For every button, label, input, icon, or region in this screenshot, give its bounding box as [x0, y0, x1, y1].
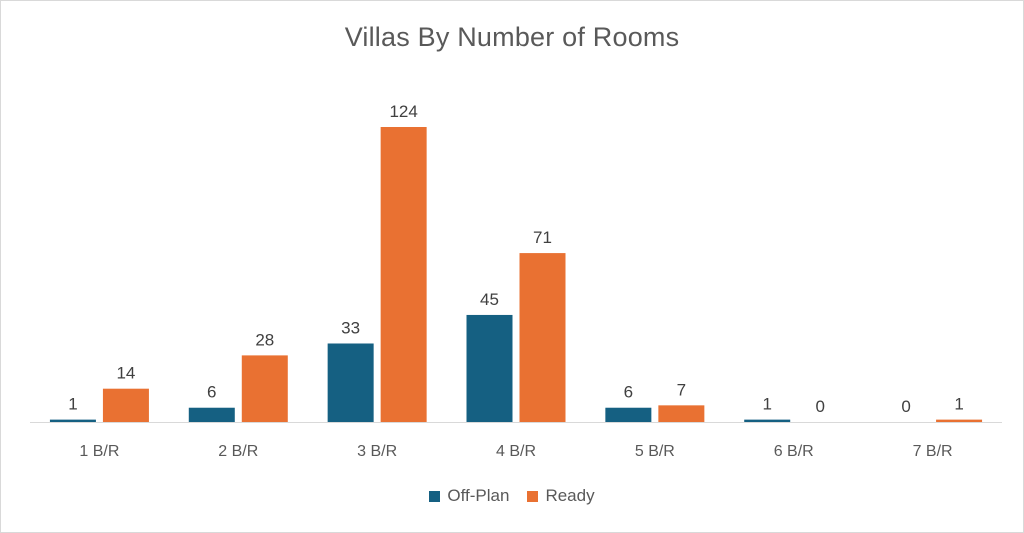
- legend-item-ready: Ready: [527, 486, 595, 506]
- data-label-off-plan-7-b-r: 0: [901, 397, 910, 416]
- bar-off-plan-1-b-r: [49, 419, 96, 422]
- bar-ready-4-b-r: [519, 253, 566, 422]
- bar-off-plan-4-b-r: [466, 314, 513, 422]
- bar-off-plan-6-b-r: [744, 419, 791, 422]
- legend-swatch-ready: [527, 490, 539, 502]
- bar-off-plan-5-b-r: [605, 407, 652, 422]
- x-tick-label-1-b-r: 1 B/R: [79, 443, 119, 460]
- data-label-ready-5-b-r: 7: [677, 380, 686, 399]
- data-label-off-plan-6-b-r: 1: [762, 395, 771, 414]
- bar-off-plan-3-b-r: [327, 343, 374, 422]
- data-label-ready-1-b-r: 14: [116, 364, 135, 383]
- bar-ready-7-b-r: [936, 419, 983, 422]
- data-label-ready-3-b-r: 124: [389, 102, 417, 121]
- data-label-ready-4-b-r: 71: [533, 228, 552, 247]
- x-tick-label-2-b-r: 2 B/R: [218, 443, 258, 460]
- legend-label-ready: Ready: [545, 486, 595, 505]
- bar-ready-5-b-r: [658, 405, 705, 422]
- legend-item-off-plan: Off-Plan: [429, 486, 509, 506]
- data-label-ready-7-b-r: 1: [954, 395, 963, 414]
- legend-swatch-off-plan: [429, 490, 441, 502]
- data-label-ready-6-b-r: 0: [815, 397, 824, 416]
- data-label-off-plan-1-b-r: 1: [68, 395, 77, 414]
- x-tick-label-3-b-r: 3 B/R: [357, 443, 397, 460]
- x-tick-label-6-b-r: 6 B/R: [774, 443, 814, 460]
- bar-ready-1-b-r: [102, 388, 149, 422]
- bar-ready-2-b-r: [241, 355, 288, 422]
- chart-legend: Off-Plan Ready: [0, 486, 1024, 506]
- x-tick-label-7-b-r: 7 B/R: [913, 443, 953, 460]
- chart-title: Villas By Number of Rooms: [344, 22, 680, 52]
- data-label-ready-2-b-r: 28: [255, 330, 274, 349]
- data-label-off-plan-2-b-r: 6: [207, 383, 216, 402]
- bar-ready-3-b-r: [380, 127, 427, 422]
- data-label-off-plan-4-b-r: 45: [480, 290, 499, 309]
- x-tick-label-5-b-r: 5 B/R: [635, 443, 675, 460]
- legend-label-off-plan: Off-Plan: [447, 486, 510, 505]
- data-label-off-plan-5-b-r: 6: [624, 383, 633, 402]
- bar-off-plan-2-b-r: [188, 407, 235, 422]
- x-tick-label-4-b-r: 4 B/R: [496, 443, 536, 460]
- data-label-off-plan-3-b-r: 33: [341, 318, 360, 337]
